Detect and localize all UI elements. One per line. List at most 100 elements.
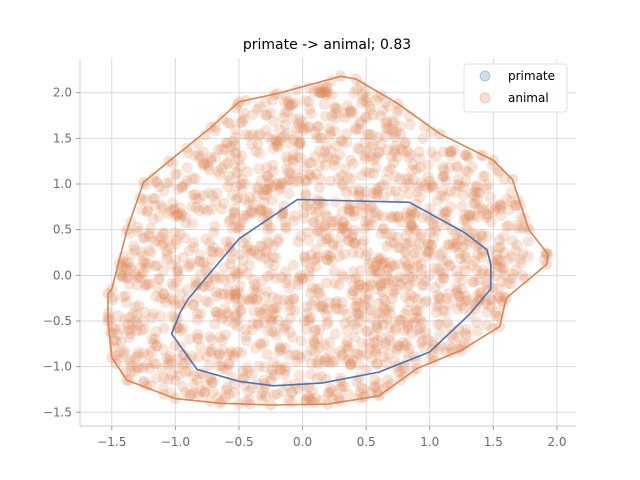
- scatter-point: [360, 194, 372, 206]
- scatter-point: [402, 259, 414, 271]
- scatter-point: [460, 149, 472, 161]
- scatter-point: [323, 122, 335, 134]
- scatter-point: [316, 394, 328, 406]
- scatter-point: [292, 236, 304, 248]
- scatter-point: [180, 386, 191, 398]
- scatter-point: [295, 230, 307, 242]
- scatter-point: [203, 297, 215, 309]
- scatter-point: [243, 130, 255, 142]
- scatter-point: [301, 350, 312, 362]
- scatter-point: [304, 394, 316, 406]
- scatter-point: [308, 86, 320, 98]
- scatter-point: [365, 103, 377, 115]
- hull-lines: [107, 75, 549, 406]
- scatter-point: [415, 337, 427, 349]
- scatter-point: [472, 239, 484, 251]
- scatter-point: [361, 364, 372, 376]
- scatter-point: [452, 232, 464, 244]
- scatter-point: [421, 209, 433, 221]
- scatter-point: [287, 331, 298, 343]
- scatter-point: [324, 297, 336, 309]
- scatter-point: [298, 207, 310, 219]
- scatter-point: [311, 132, 323, 144]
- scatter-point: [236, 184, 248, 196]
- y-tick-label: 2.0: [53, 86, 72, 100]
- scatter-point: [358, 94, 370, 106]
- scatter-point: [434, 266, 446, 278]
- scatter-point: [329, 101, 341, 113]
- scatter-point: [353, 184, 365, 196]
- scatter-points: [102, 70, 554, 411]
- scatter-point: [293, 176, 305, 188]
- scatter-point: [321, 140, 332, 152]
- scatter-point: [217, 344, 229, 356]
- scatter-point: [497, 264, 509, 275]
- scatter-point: [173, 271, 185, 282]
- scatter-point: [291, 356, 303, 368]
- scatter-point: [340, 186, 352, 198]
- scatter-point: [501, 221, 513, 233]
- scatter-point: [302, 121, 314, 133]
- scatter-point: [211, 310, 223, 321]
- scatter-point: [207, 190, 219, 202]
- scatter-point: [341, 227, 353, 239]
- scatter-point: [375, 253, 387, 265]
- scatter-point: [297, 273, 309, 285]
- scatter-point: [468, 276, 480, 288]
- y-tick-label: 0.5: [53, 223, 72, 237]
- scatter-point: [398, 182, 410, 194]
- scatter-point: [174, 211, 186, 223]
- scatter-point: [280, 342, 292, 354]
- scatter-point: [233, 223, 245, 235]
- scatter-point: [517, 222, 529, 234]
- scatter-point: [445, 343, 457, 354]
- scatter-point: [209, 220, 221, 232]
- hull-primate: [170, 198, 492, 387]
- scatter-point: [360, 166, 372, 177]
- scatter-point: [491, 249, 503, 260]
- scatter-point: [435, 189, 447, 201]
- scatter-point: [147, 213, 159, 225]
- scatter-point: [502, 220, 514, 232]
- scatter-point: [285, 396, 297, 408]
- scatter-point: [301, 200, 313, 212]
- scatter-point: [231, 346, 243, 358]
- scatter-point: [510, 200, 522, 212]
- scatter-point: [242, 166, 254, 178]
- scatter-point: [358, 282, 370, 294]
- scatter-point: [400, 238, 411, 250]
- scatter-point: [405, 289, 417, 301]
- scatter-point: [336, 169, 348, 181]
- scatter-point: [422, 159, 434, 171]
- scatter-point: [219, 391, 231, 403]
- scatter-point: [486, 295, 498, 307]
- scatter-point: [149, 333, 161, 345]
- scatter-point: [360, 250, 372, 261]
- scatter-point: [214, 348, 225, 360]
- y-tick-label: 1.0: [53, 177, 72, 191]
- x-tick-label: −1.0: [161, 435, 190, 449]
- scatter-point: [283, 188, 295, 199]
- scatter-point: [321, 318, 333, 330]
- scatter-point: [222, 364, 233, 376]
- scatter-point: [263, 257, 275, 269]
- scatter-point: [247, 274, 259, 286]
- scatter-point: [366, 219, 378, 231]
- scatter-point: [135, 246, 147, 258]
- scatter-point: [152, 273, 164, 285]
- scatter-point: [231, 194, 242, 206]
- scatter-point: [414, 322, 426, 334]
- scatter-point: [258, 189, 269, 200]
- scatter-point: [197, 159, 209, 171]
- scatter-point: [482, 179, 493, 191]
- scatter-point: [194, 341, 206, 353]
- scatter-point: [494, 290, 506, 302]
- scatter-point: [415, 258, 427, 270]
- scatter-point: [364, 167, 375, 179]
- scatter-point: [172, 183, 184, 195]
- scatter-point: [395, 128, 407, 140]
- scatter-point: [454, 296, 466, 308]
- scatter-point: [348, 205, 360, 217]
- scatter-point: [345, 105, 357, 117]
